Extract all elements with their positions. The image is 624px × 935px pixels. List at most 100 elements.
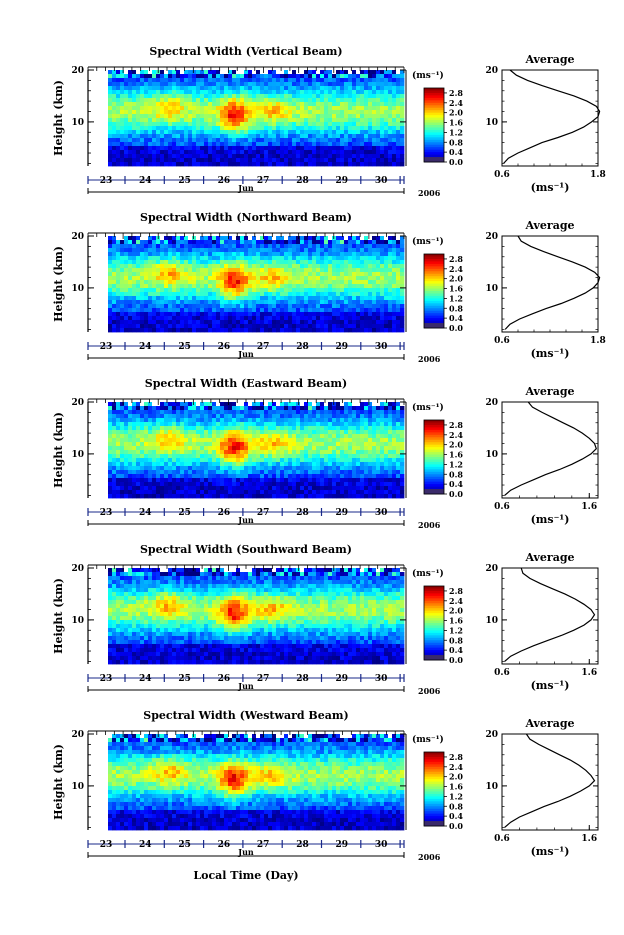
colorbar-tick-label: 2.8: [449, 586, 463, 596]
x-tick-label: 26: [218, 508, 231, 518]
colorbar-unit: (ms⁻¹): [412, 568, 444, 579]
x-tick-label: 26: [218, 840, 231, 850]
profile-title: Average: [524, 385, 574, 398]
x-tick-label: 30: [375, 508, 388, 518]
heatmap: [108, 236, 404, 332]
y-tick-label: 10: [71, 284, 84, 294]
colorbar-tick-label: 2.8: [449, 88, 463, 98]
colorbar-tick-label: 2.4: [449, 98, 463, 108]
colorbar-tick-label: 0.4: [449, 313, 463, 323]
x-tick-label: 25: [178, 342, 191, 352]
profile-y-tick-label: 10: [485, 118, 498, 128]
colorbar-unit: (ms⁻¹): [412, 70, 444, 81]
x-tick-label: 24: [139, 674, 152, 684]
x-tick-label: 24: [139, 840, 152, 850]
colorbar-tick-label: 0.8: [449, 469, 463, 479]
heatmap: [108, 70, 404, 166]
y-tick-label: 20: [71, 398, 84, 408]
panel-3: Spectral Width (Eastward Beam)Height (km…: [52, 377, 598, 530]
profile-y-tick-label: 20: [485, 232, 498, 242]
month-label: Jun: [237, 847, 254, 857]
month-label: Jun: [237, 349, 254, 359]
x-tick-label: 28: [296, 674, 309, 684]
panel-2: Spectral Width (Northward Beam)Height (k…: [52, 211, 606, 364]
profile-y-tick-label: 20: [485, 564, 498, 574]
x-tick-label: 28: [296, 342, 309, 352]
colorbar-tick-label: 0.4: [449, 147, 463, 157]
x-tick-label: 25: [178, 508, 191, 518]
panel-5: Spectral Width (Westward Beam)Height (km…: [52, 709, 598, 862]
x-tick-label: 29: [336, 342, 349, 352]
year-label: 2006: [418, 188, 441, 198]
x-tick-label: 27: [257, 176, 270, 186]
x-tick-label: 24: [139, 508, 152, 518]
y-axis-label: Height (km): [52, 578, 65, 654]
x-tick-label: 28: [296, 840, 309, 850]
x-tick-label: 28: [296, 508, 309, 518]
year-label: 2006: [418, 686, 441, 696]
colorbar-tick-label: 2.8: [449, 254, 463, 264]
x-tick-label: 26: [218, 674, 231, 684]
colorbar-tick-label: 2.4: [449, 430, 463, 440]
colorbar-tick-label: 0.0: [449, 157, 463, 167]
x-tick-label: 25: [178, 674, 191, 684]
x-tick-label: 30: [375, 342, 388, 352]
x-tick-label: 29: [336, 176, 349, 186]
y-axis-label: Height (km): [52, 80, 65, 156]
colorbar-tick-label: 0.0: [449, 489, 463, 499]
colorbar-unit: (ms⁻¹): [412, 236, 444, 247]
x-tick-label: 27: [257, 508, 270, 518]
panel-1: Spectral Width (Vertical Beam)Height (km…: [52, 45, 606, 198]
colorbar-unit: (ms⁻¹): [412, 402, 444, 413]
colorbar-tick-label: 2.0: [449, 606, 463, 616]
colorbar-tick-label: 2.4: [449, 264, 463, 274]
profile-x-tick-label: 1.6: [581, 502, 597, 512]
profile-x-axis-label: (ms⁻¹): [531, 845, 570, 858]
colorbar: [424, 586, 444, 661]
profile-x-tick-label: 1.8: [590, 170, 606, 180]
x-tick-label: 29: [336, 674, 349, 684]
colorbar-tick-label: 1.2: [449, 293, 463, 303]
profile-x-tick-label: 0.6: [494, 834, 510, 844]
profile-title: Average: [524, 53, 574, 66]
x-tick-label: 29: [336, 508, 349, 518]
year-label: 2006: [418, 852, 441, 862]
profile-x-tick-label: 0.6: [494, 336, 510, 346]
profile-title: Average: [524, 551, 574, 564]
colorbar-tick-label: 1.2: [449, 625, 463, 635]
y-tick-label: 10: [71, 616, 84, 626]
profile-x-tick-label: 1.6: [581, 834, 597, 844]
colorbar-tick-label: 1.6: [449, 118, 463, 128]
colorbar-tick-label: 0.4: [449, 811, 463, 821]
colorbar-tick-label: 1.2: [449, 791, 463, 801]
colorbar-tick-label: 2.0: [449, 440, 463, 450]
profile-y-tick-label: 10: [485, 782, 498, 792]
x-tick-label: 23: [100, 674, 113, 684]
colorbar: [424, 752, 444, 827]
y-tick-label: 20: [71, 232, 84, 242]
profile-frame: [502, 734, 598, 830]
x-tick-label: 27: [257, 674, 270, 684]
colorbar-tick-label: 0.0: [449, 821, 463, 831]
profile-y-tick-label: 10: [485, 616, 498, 626]
colorbar-tick-label: 2.8: [449, 752, 463, 762]
month-label: Jun: [237, 681, 254, 691]
profile-x-axis-label: (ms⁻¹): [531, 181, 570, 194]
colorbar-tick-label: 1.6: [449, 616, 463, 626]
x-tick-label: 30: [375, 674, 388, 684]
profile-y-tick-label: 20: [485, 66, 498, 76]
colorbar-tick-label: 2.0: [449, 772, 463, 782]
x-tick-label: 28: [296, 176, 309, 186]
x-tick-label: 23: [100, 840, 113, 850]
y-tick-label: 20: [71, 730, 84, 740]
x-tick-label: 23: [100, 342, 113, 352]
panel-title: Spectral Width (Northward Beam): [140, 211, 352, 224]
profile-x-tick-label: 1.8: [590, 336, 606, 346]
x-tick-label: 24: [139, 176, 152, 186]
